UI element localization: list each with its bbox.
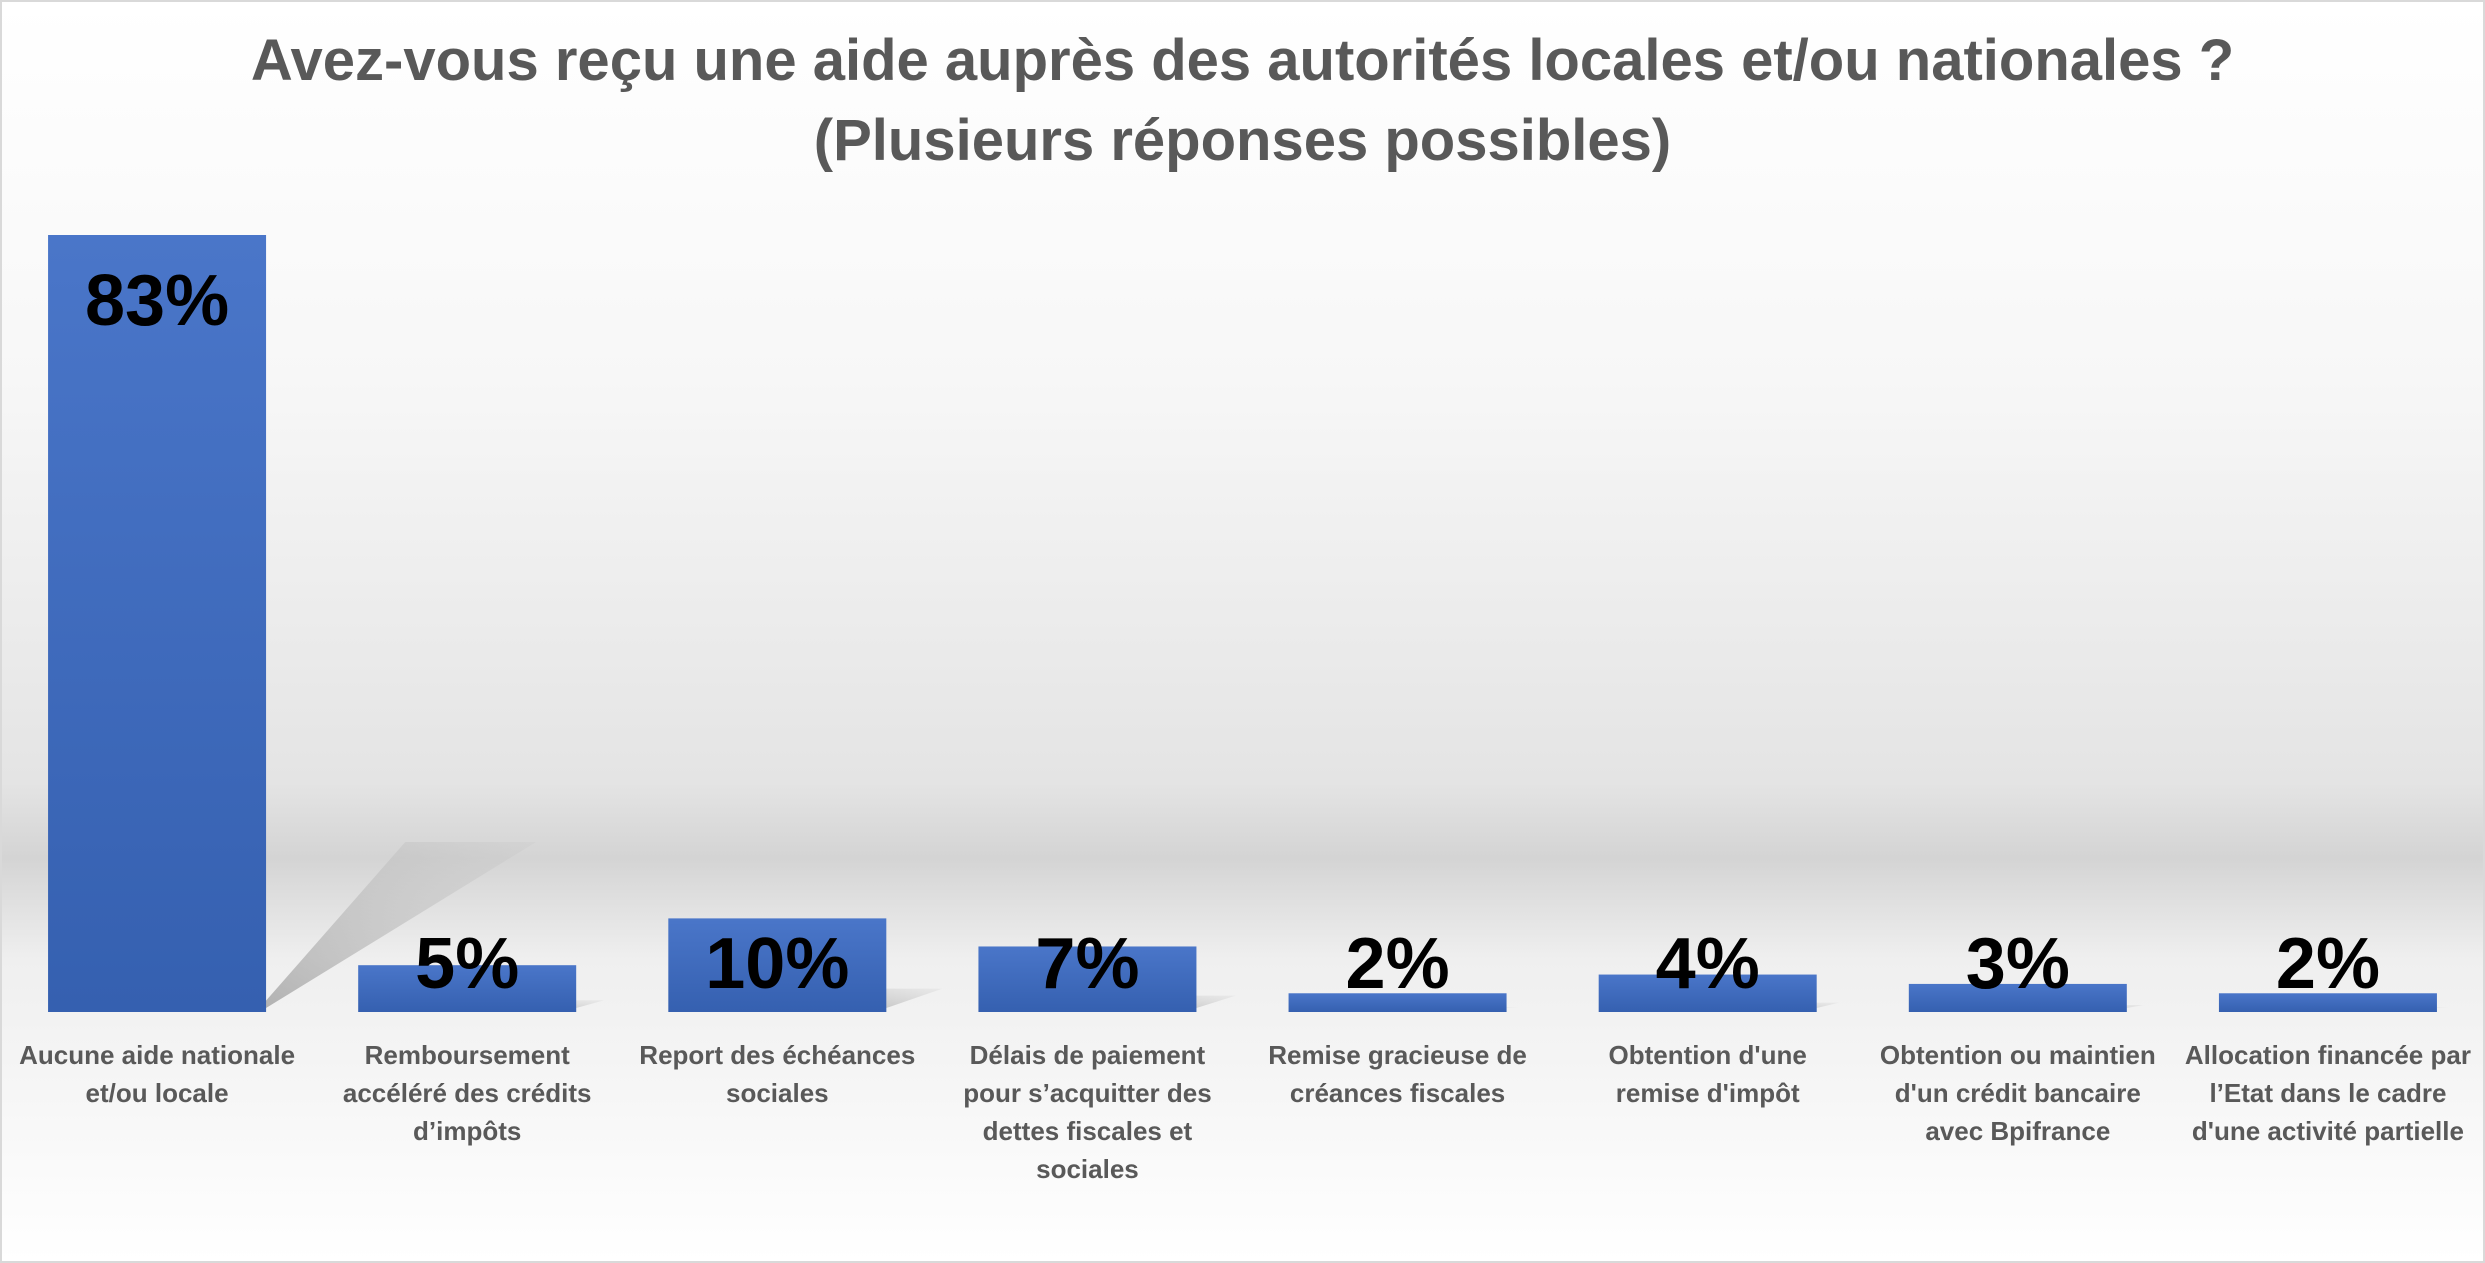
bar[interactable] xyxy=(1598,974,1817,1012)
category-label: Remboursement accéléré des crédits d’impôt… xyxy=(343,1040,592,1146)
bar[interactable] xyxy=(668,918,887,1012)
data-label: 3% xyxy=(1966,924,2070,1004)
data-label: 5% xyxy=(415,924,519,1004)
data-label: 2% xyxy=(2276,924,2380,1004)
category-label: Obtention d'une remise d'impôt xyxy=(1609,1040,1807,1108)
data-label: 83% xyxy=(85,261,229,341)
category-label: Allocation financée par l’Etat dans le ca… xyxy=(2185,1040,2471,1146)
bar[interactable] xyxy=(48,235,267,1012)
bar[interactable] xyxy=(2218,993,2437,1012)
category-label: Délais de paiement pour s’acquitter des de… xyxy=(963,1040,1212,1184)
bar[interactable] xyxy=(358,965,577,1012)
data-label: 10% xyxy=(705,924,849,1004)
data-label: 7% xyxy=(1035,924,1139,1004)
category-label: Report des échéances sociales xyxy=(639,1040,915,1108)
category-label: Obtention ou maintien d'un crédit bancair… xyxy=(1880,1040,2156,1146)
category-label: Aucune aide nationale et/ou locale xyxy=(19,1040,295,1108)
category-label: Remise gracieuse de créances fiscales xyxy=(1268,1040,1527,1108)
bar-shadow xyxy=(256,842,537,1012)
bar[interactable] xyxy=(978,946,1197,1012)
data-label: 4% xyxy=(1656,924,1760,1004)
chart-subtitle: (Plusieurs réponses possibles) xyxy=(813,108,1672,173)
chart-title: Avez-vous reçu une aide auprès des autor… xyxy=(250,28,2235,93)
data-label: 2% xyxy=(1346,924,1450,1004)
bar[interactable] xyxy=(1908,983,2127,1012)
bar[interactable] xyxy=(1288,993,1507,1012)
